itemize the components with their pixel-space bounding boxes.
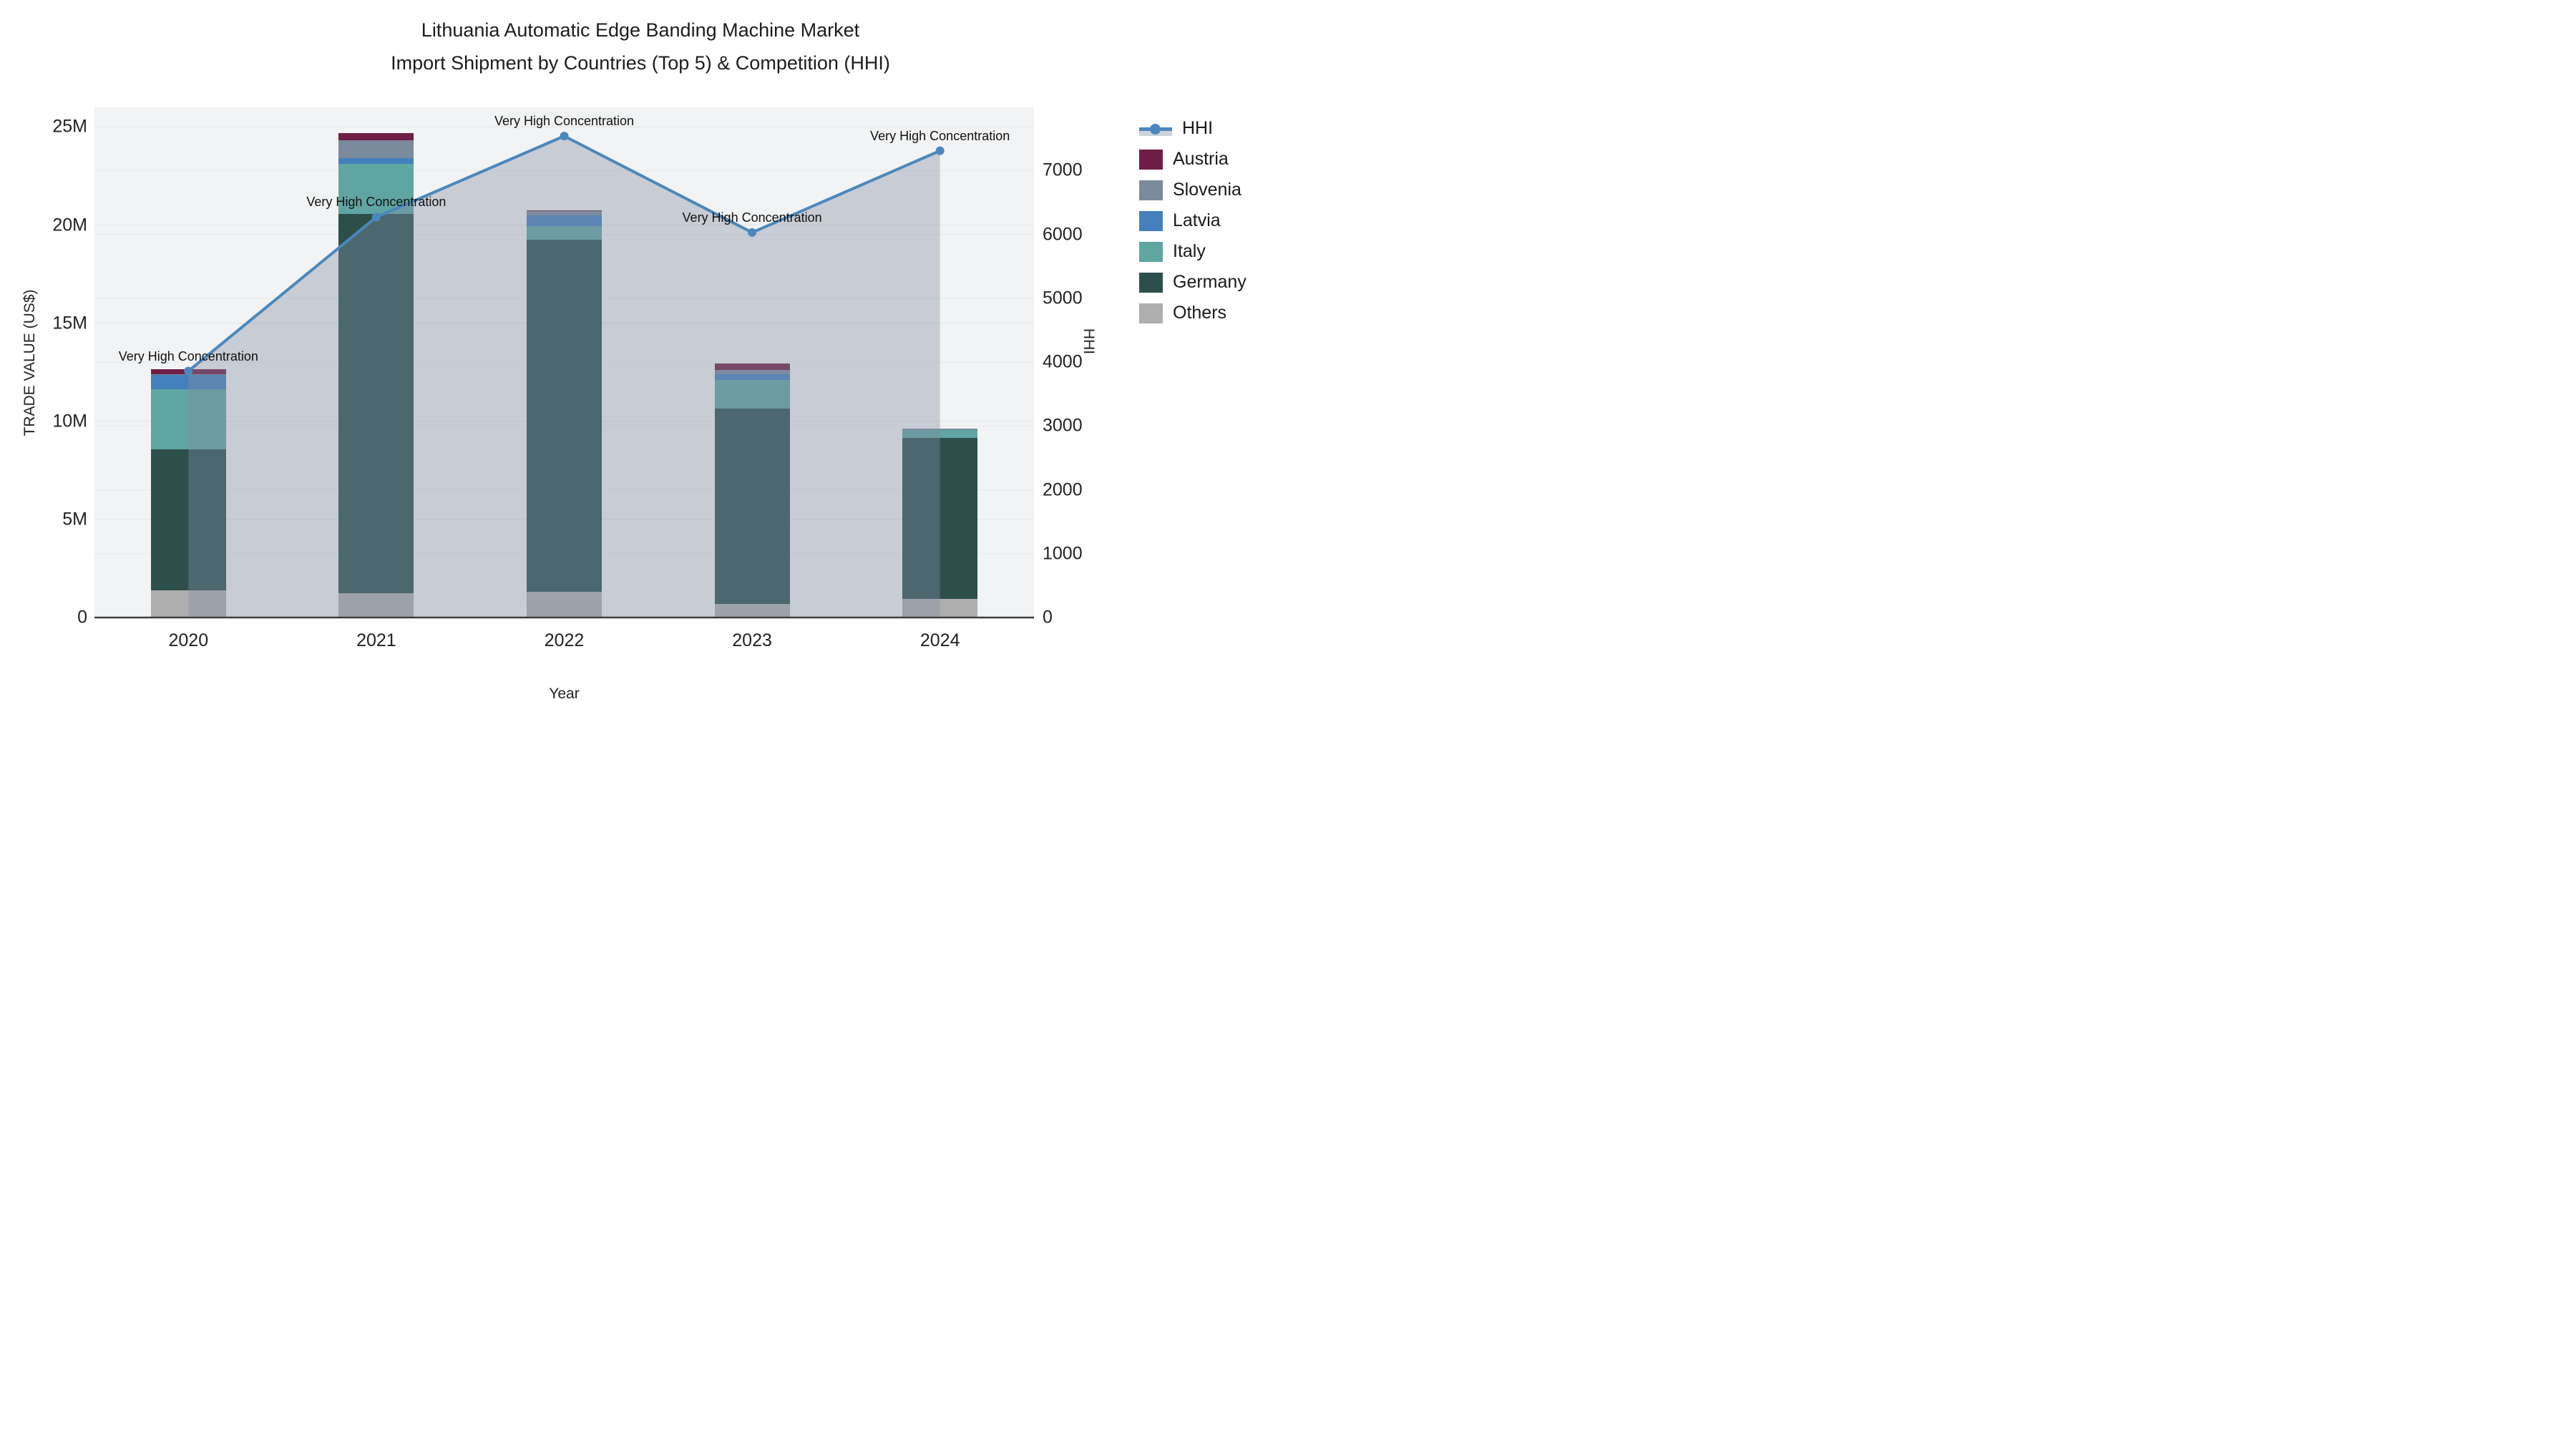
bar-segment-slovenia-2023 xyxy=(714,369,790,375)
x-tick-2020: 2020 xyxy=(168,630,209,650)
annotation-2020: Very High Concentration xyxy=(118,348,258,364)
y-left-tick-25M: 25M xyxy=(52,116,87,137)
legend-item-hhi[interactable]: HHI xyxy=(1139,118,1246,139)
chart-figure: Lithuania Automatic Edge Banding Machine… xyxy=(0,0,1288,724)
bar-segment-others-2021 xyxy=(338,592,414,618)
bar-segment-austria-2023 xyxy=(714,363,790,370)
y-left-tick-10M: 10M xyxy=(52,411,87,431)
x-tick-2022: 2022 xyxy=(544,630,585,650)
y-left-tick-20M: 20M xyxy=(52,215,87,235)
y-right-tick-0: 0 xyxy=(1043,607,1053,628)
y-left-tick-15M: 15M xyxy=(52,313,87,333)
bar-segment-germany-2023 xyxy=(714,408,790,605)
bar-segment-slovenia-2022 xyxy=(527,211,602,216)
y-right-tick-4000: 4000 xyxy=(1043,351,1083,372)
bar-segment-others-2023 xyxy=(714,604,790,618)
legend-swatch-slovenia xyxy=(1139,180,1163,200)
bar-segment-germany-2021 xyxy=(338,213,414,593)
legend-label-latvia: Latvia xyxy=(1173,210,1221,230)
legend-label-italy: Italy xyxy=(1173,241,1206,261)
legend-label-austria: Austria xyxy=(1173,149,1229,169)
legend-item-germany[interactable]: Germany xyxy=(1139,272,1246,293)
legend-item-slovenia[interactable]: Slovenia xyxy=(1139,180,1246,200)
bar-segment-slovenia-2020 xyxy=(150,374,226,376)
bar-segment-austria-2020 xyxy=(150,369,226,374)
legend-label-others: Others xyxy=(1173,303,1227,323)
hhi-line-sample-icon xyxy=(1139,119,1172,139)
bar-segment-italy-2022 xyxy=(527,226,602,240)
y-right-tick-5000: 5000 xyxy=(1043,288,1083,308)
legend-item-austria[interactable]: Austria xyxy=(1139,149,1246,170)
y-left-tick-0: 0 xyxy=(77,607,87,628)
legend-label-hhi: HHI xyxy=(1182,118,1214,138)
annotation-2024: Very High Concentration xyxy=(870,128,1010,143)
bar-segment-austria-2022 xyxy=(527,210,602,212)
legend-swatch-germany xyxy=(1139,272,1163,293)
y-left-tick-5M: 5M xyxy=(62,509,87,530)
x-axis-title: Year xyxy=(549,686,580,702)
legend-swatch-austria xyxy=(1139,149,1163,170)
bar-segment-latvia-2023 xyxy=(714,374,790,380)
bar-segment-italy-2020 xyxy=(150,389,226,450)
y-right-tick-1000: 1000 xyxy=(1043,543,1083,564)
bar-segment-italy-2023 xyxy=(714,379,790,409)
legend-item-others[interactable]: Others xyxy=(1139,303,1246,323)
bar-segment-germany-2020 xyxy=(150,449,226,590)
bar-segment-italy-2024 xyxy=(902,429,978,439)
x-tick-2024: 2024 xyxy=(919,630,960,650)
y-axis-title-right: HHI xyxy=(1080,328,1097,354)
x-tick-2023: 2023 xyxy=(732,630,772,650)
y-right-tick-3000: 3000 xyxy=(1043,415,1083,436)
legend-swatch-others xyxy=(1139,303,1163,323)
bar-segment-latvia-2020 xyxy=(150,375,226,390)
bar-segment-germany-2024 xyxy=(902,438,978,599)
bar-segment-austria-2021 xyxy=(338,132,414,141)
legend-item-latvia[interactable]: Latvia xyxy=(1139,210,1246,231)
chart-title: Lithuania Automatic Edge Banding Machine… xyxy=(391,19,890,74)
bar-segment-slovenia-2021 xyxy=(338,140,414,158)
y-right-tick-6000: 6000 xyxy=(1043,224,1083,245)
bar-segment-latvia-2022 xyxy=(527,215,602,227)
legend-swatch-italy xyxy=(1139,241,1163,262)
bar-segment-slovenia-2024 xyxy=(902,429,978,430)
legend-label-slovenia: Slovenia xyxy=(1173,180,1241,200)
bar-segment-germany-2022 xyxy=(527,239,602,592)
annotation-2023: Very High Concentration xyxy=(682,210,822,225)
y-right-tick-2000: 2000 xyxy=(1043,479,1083,500)
legend-item-italy[interactable]: Italy xyxy=(1139,241,1246,262)
legend-swatch-latvia xyxy=(1139,210,1163,231)
bar-segment-latvia-2021 xyxy=(338,157,414,164)
y-axis-title-left: TRADE VALUE (US$) xyxy=(21,289,38,436)
bar-segment-others-2024 xyxy=(902,598,978,618)
annotation-2022: Very High Concentration xyxy=(494,114,635,129)
x-tick-2021: 2021 xyxy=(356,630,396,650)
y-right-tick-7000: 7000 xyxy=(1043,160,1083,180)
legend: HHI Austria Slovenia Latvia Italy Germany Othe… xyxy=(1139,118,1246,323)
legend-label-germany: Germany xyxy=(1173,272,1246,292)
annotation-2021: Very High Concentration xyxy=(306,195,447,210)
bar-segment-others-2022 xyxy=(527,592,602,618)
bar-segment-others-2020 xyxy=(150,590,226,618)
